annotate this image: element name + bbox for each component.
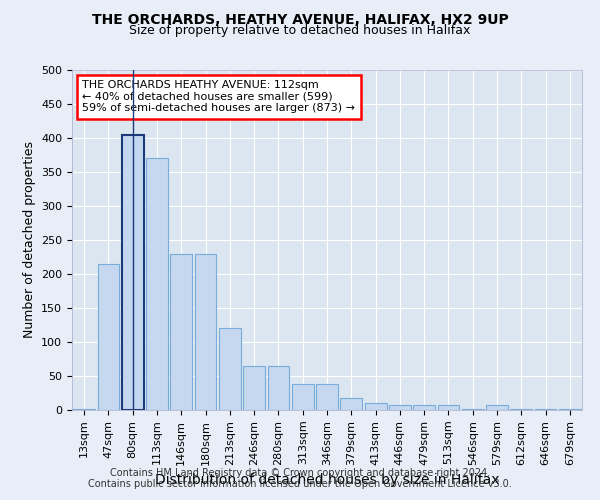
Bar	[462, 408, 484, 410]
Bar	[486, 404, 508, 410]
Bar	[559, 408, 581, 410]
Text: THE ORCHARDS, HEATHY AVENUE, HALIFAX, HX2 9UP: THE ORCHARDS, HEATHY AVENUE, HALIFAX, HX…	[92, 12, 508, 26]
Bar	[170, 254, 192, 410]
Bar	[219, 328, 241, 410]
Bar	[413, 404, 435, 410]
Bar	[535, 408, 556, 410]
Bar	[243, 366, 265, 410]
Bar	[194, 254, 217, 410]
Text: Contains HM Land Registry data © Crown copyright and database right 2024.: Contains HM Land Registry data © Crown c…	[110, 468, 490, 477]
Bar	[340, 398, 362, 410]
Text: Size of property relative to detached houses in Halifax: Size of property relative to detached ho…	[130, 24, 470, 37]
Bar	[268, 366, 289, 410]
Bar	[389, 404, 411, 410]
Bar	[365, 403, 386, 410]
Bar	[122, 134, 143, 410]
Bar	[316, 384, 338, 410]
Bar	[73, 408, 95, 410]
Text: Contains public sector information licensed under the Open Government Licence v3: Contains public sector information licen…	[88, 479, 512, 489]
Bar	[511, 408, 532, 410]
Bar	[146, 158, 168, 410]
X-axis label: Distribution of detached houses by size in Halifax: Distribution of detached houses by size …	[155, 473, 499, 487]
Bar	[437, 404, 460, 410]
Y-axis label: Number of detached properties: Number of detached properties	[23, 142, 35, 338]
Bar	[97, 264, 119, 410]
Bar	[292, 384, 314, 410]
Text: THE ORCHARDS HEATHY AVENUE: 112sqm
← 40% of detached houses are smaller (599)
59: THE ORCHARDS HEATHY AVENUE: 112sqm ← 40%…	[82, 80, 355, 114]
